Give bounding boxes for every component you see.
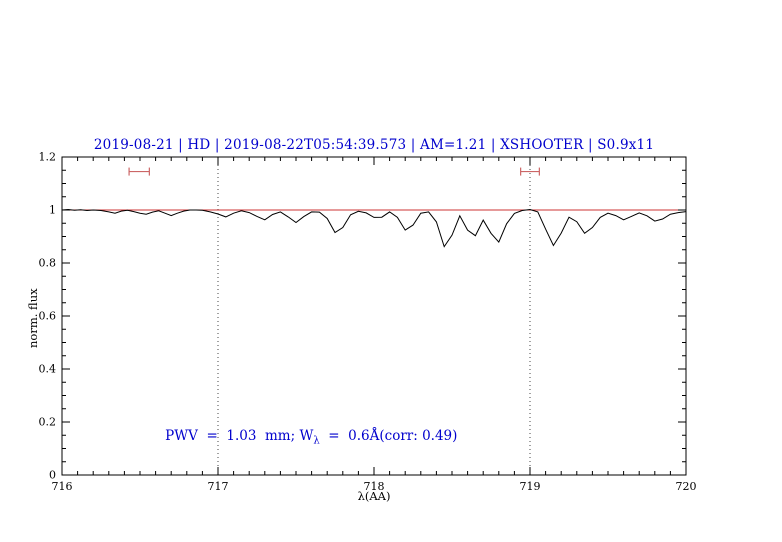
lambda-subscript: λ (313, 435, 320, 447)
x-tick-label: 716 (51, 480, 73, 493)
y-tick-label: 1 (49, 203, 56, 217)
plot-title: 2019-08-21 | HD | 2019-08-22T05:54:39.57… (93, 137, 655, 153)
observed-spectrum-line (61, 208, 687, 248)
y-tick-label: 0.8 (38, 256, 57, 270)
x-tick-label: 718 (363, 480, 385, 493)
y-tick-label: 0.6 (38, 309, 57, 323)
y-tick-label: 0 (49, 468, 56, 482)
y-tick-label: 0.4 (38, 362, 57, 376)
x-tick-label: 720 (675, 480, 697, 493)
x-tick-label: 719 (519, 480, 541, 493)
pwv-annotation-prefix: PWV = 1.03 mm; W (165, 428, 314, 444)
pwv-annotation: PWV = 1.03 mm; Wλ = 0.6Å(corr: 0.49) (148, 412, 457, 463)
pwv-annotation-suffix: = 0.6Å(corr: 0.49) (319, 428, 458, 444)
x-axis-label: λ(AA) (357, 489, 391, 503)
x-tick-label: 717 (207, 480, 229, 493)
y-tick-label: 0.2 (38, 415, 57, 429)
y-tick-label: 1.2 (38, 150, 57, 164)
